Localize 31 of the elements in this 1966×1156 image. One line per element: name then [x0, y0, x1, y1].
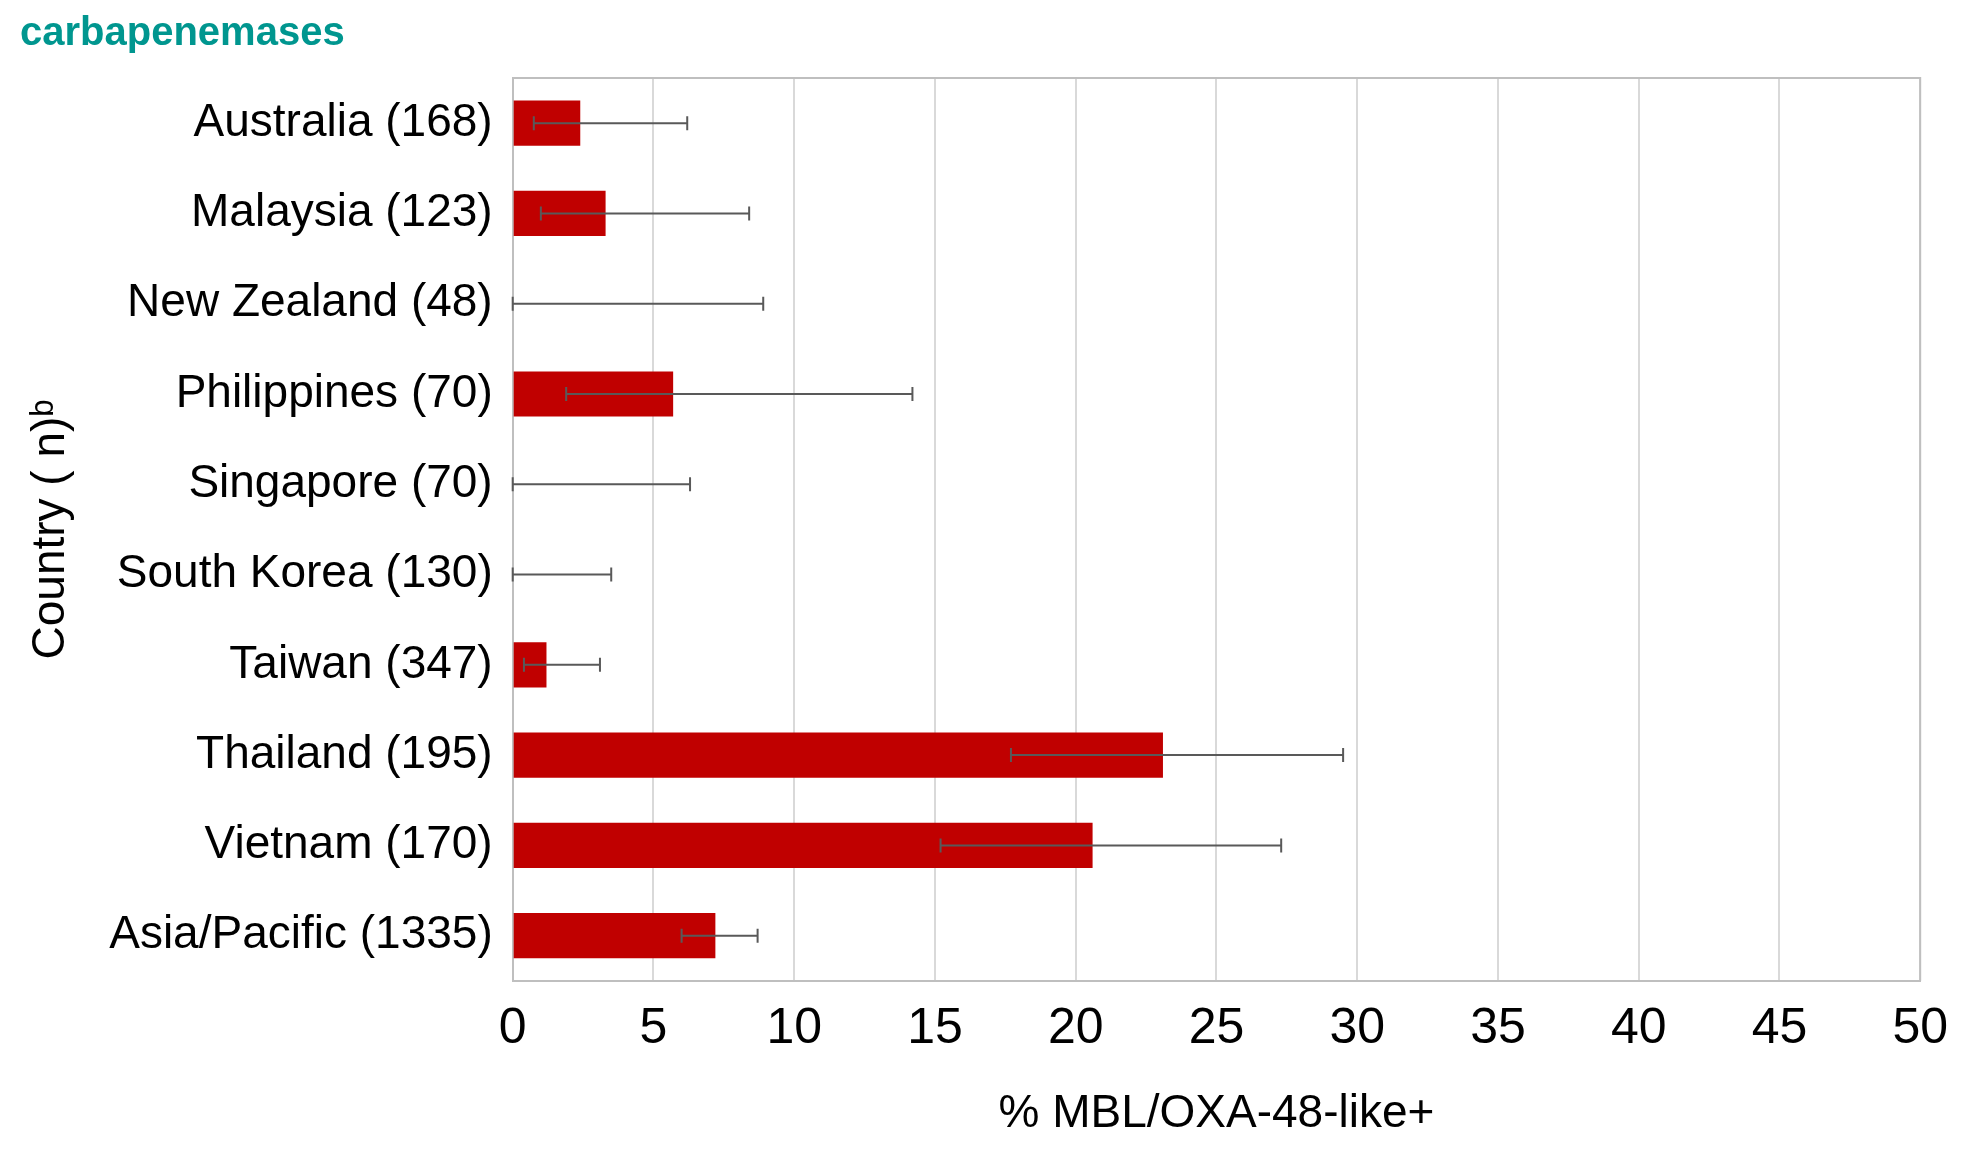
bar	[513, 822, 1093, 868]
x-tick-label: 10	[766, 997, 823, 1054]
x-tick-label: 5	[639, 997, 668, 1054]
x-tick-label: 0	[498, 997, 527, 1054]
y-tick-label: Philippines (70)	[175, 364, 493, 417]
text: carbapenemases	[20, 9, 345, 54]
x-tick-label: 45	[1751, 997, 1808, 1054]
x-tick-label: 15	[907, 997, 963, 1054]
y-tick-label: Thailand (195)	[196, 725, 493, 778]
y-tick-label: Malaysia (123)	[191, 184, 493, 237]
x-tick-label: 40	[1610, 997, 1667, 1054]
bar	[513, 190, 606, 236]
y-tick-label: Singapore (70)	[188, 454, 493, 507]
bar	[513, 732, 1163, 778]
x-tick-label: 35	[1470, 997, 1526, 1054]
bar	[513, 642, 547, 688]
x-tick-label: 50	[1892, 997, 1948, 1054]
y-axis-title: Country ( n)ᵇ	[22, 399, 75, 660]
y-tick-label: South Korea (130)	[116, 545, 493, 598]
bar	[513, 913, 716, 959]
x-tick-label: 30	[1329, 997, 1386, 1054]
bar	[513, 100, 581, 146]
y-tick-label: New Zealand (48)	[127, 274, 493, 327]
y-tick-label: Australia (168)	[193, 93, 493, 146]
y-tick-label: Asia/Pacific (1335)	[109, 906, 493, 959]
x-tick-label: 20	[1047, 997, 1104, 1054]
x-axis-title: % MBL/OXA-48-like+	[998, 1085, 1435, 1138]
y-tick-label: Taiwan (347)	[229, 635, 493, 688]
bar	[513, 371, 674, 417]
y-tick-label: Vietnam (170)	[204, 816, 493, 869]
x-tick-label: 25	[1188, 997, 1245, 1054]
